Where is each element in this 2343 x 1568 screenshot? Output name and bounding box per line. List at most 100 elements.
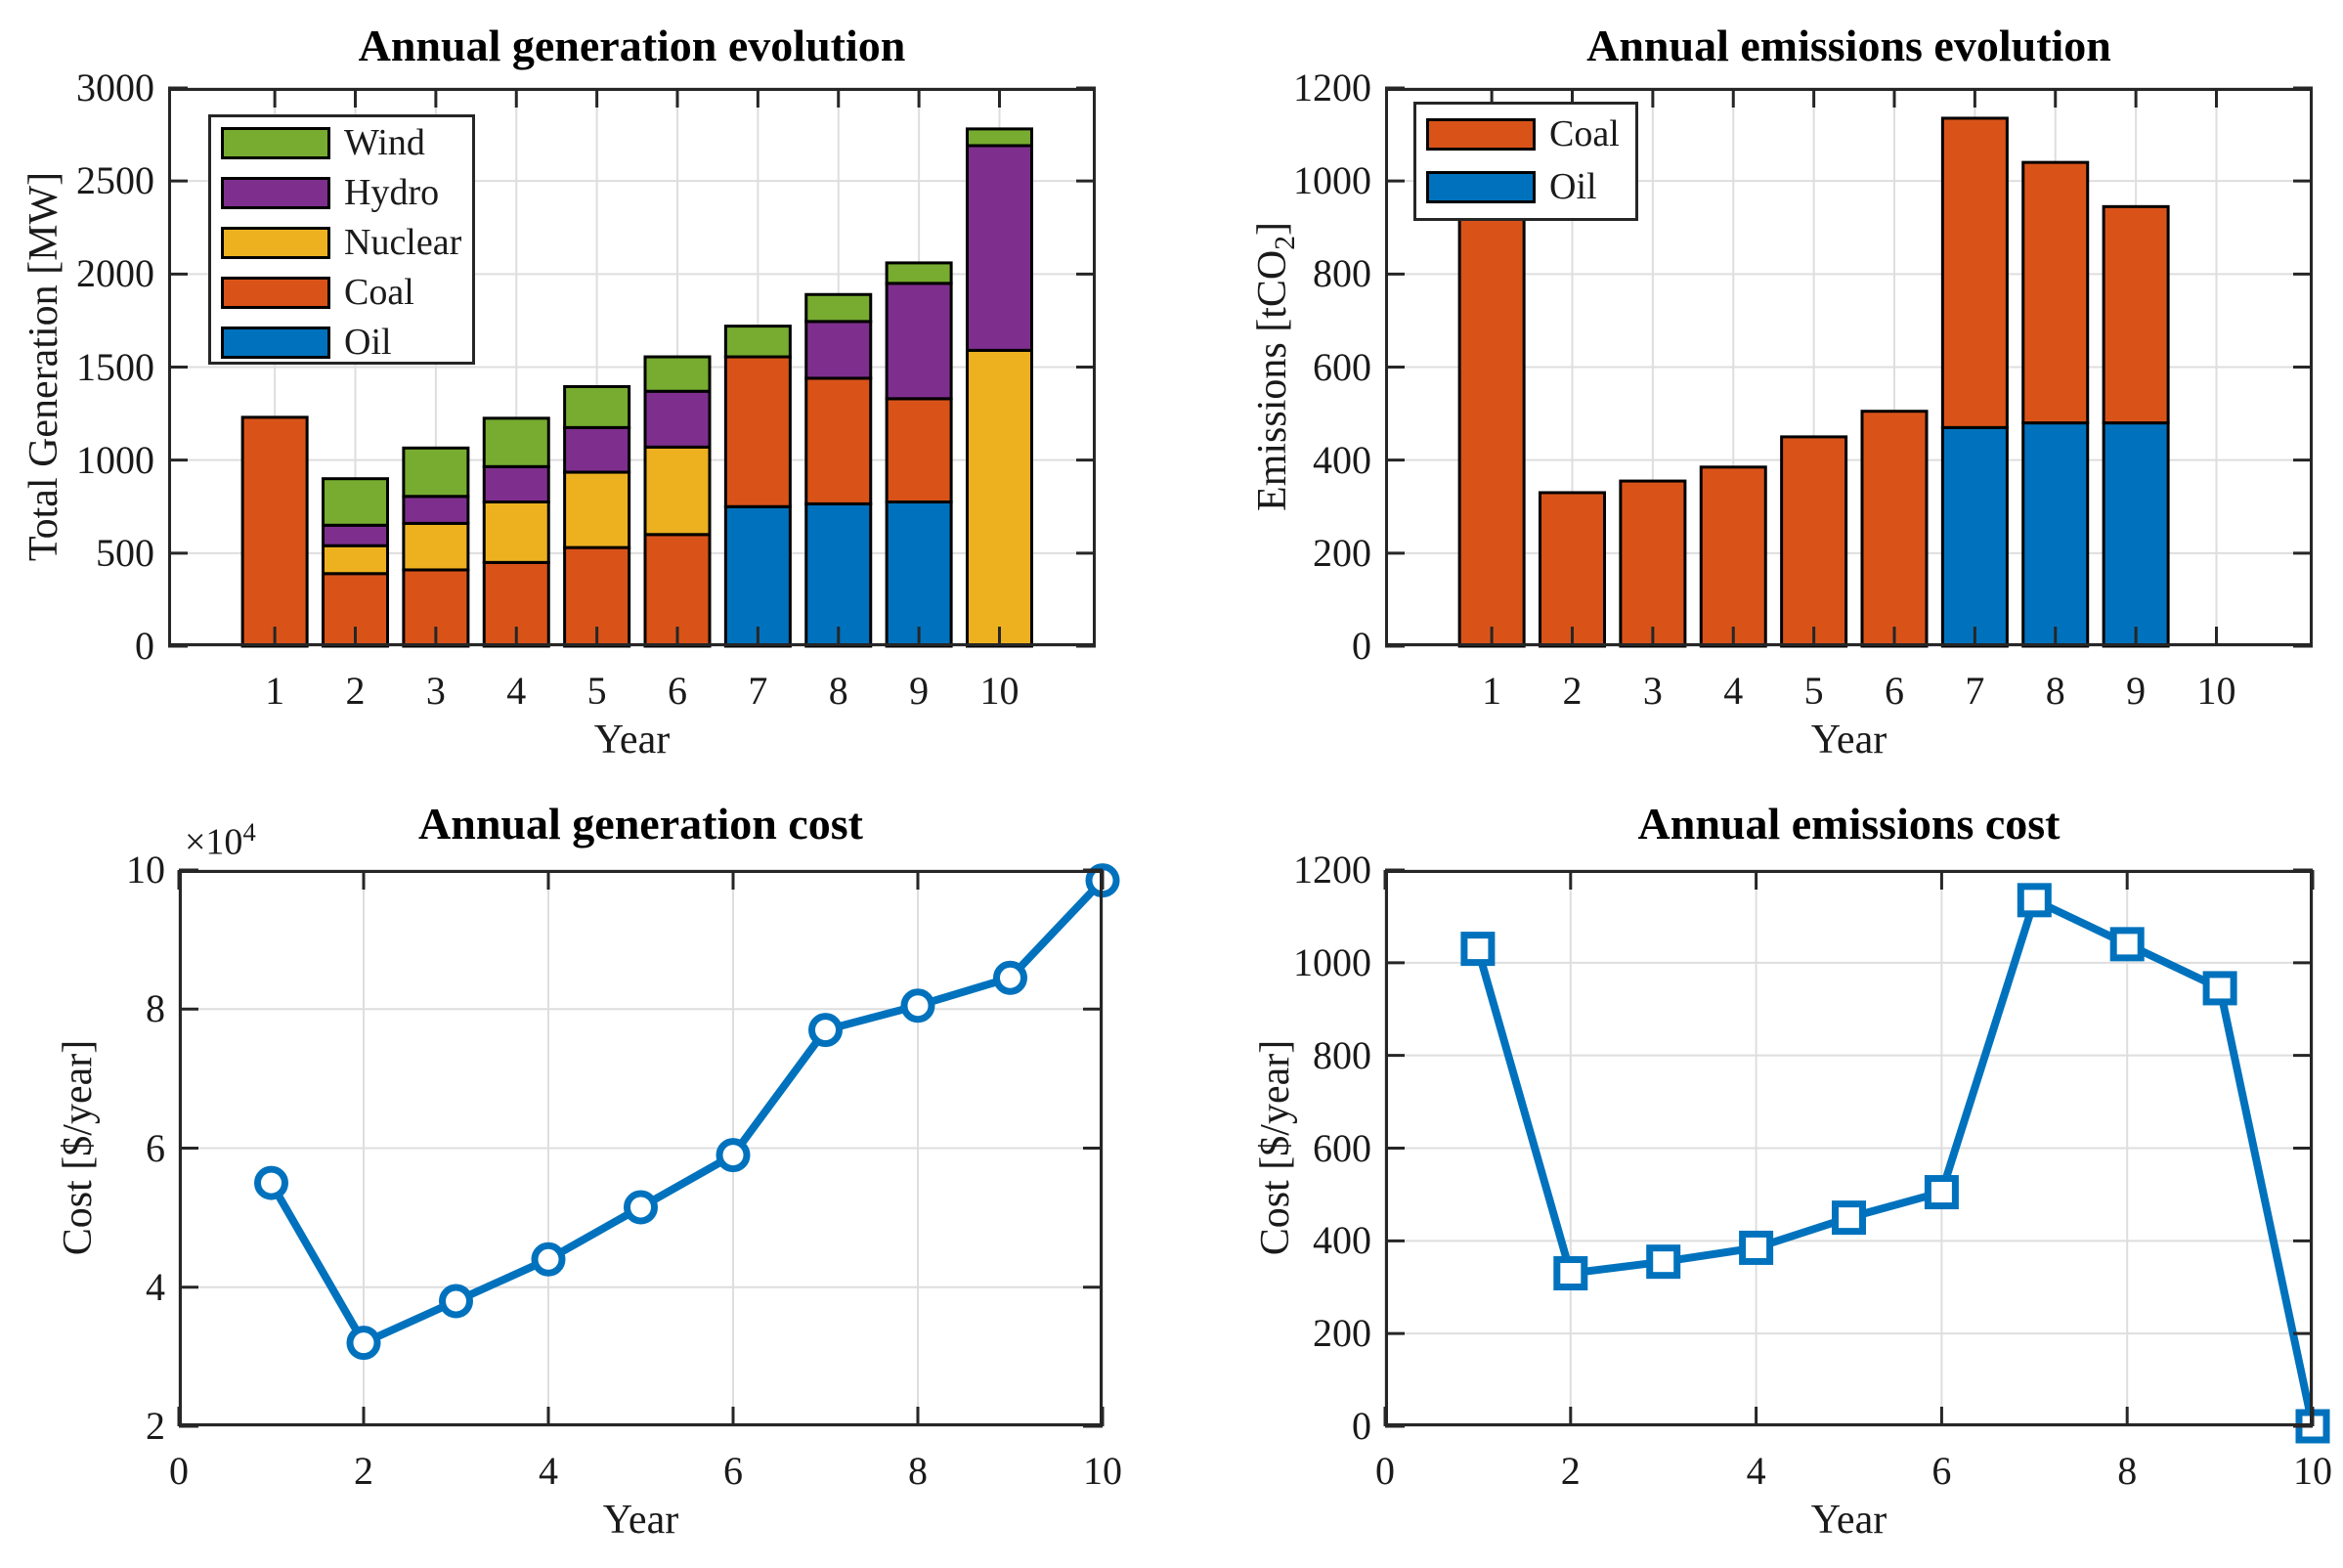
bar-segment-hydro-year-8 — [804, 320, 873, 380]
bar-segment-coal-year-4 — [1699, 465, 1767, 648]
axis-frame — [1385, 870, 2313, 1426]
bar-segment-wind-year-10 — [965, 127, 1033, 148]
x-tick-label: 6 — [1931, 1449, 1952, 1493]
y-tick-label: 600 — [1313, 1125, 1371, 1170]
y-tick-label: 0 — [1352, 1404, 1371, 1448]
bar-segment-coal-year-6 — [643, 533, 712, 648]
data-point-marker-year-7 — [808, 1013, 843, 1048]
x-tick-label: 9 — [2126, 669, 2147, 713]
bar-segment-hydro-year-9 — [885, 282, 953, 401]
bar-segment-coal-year-5 — [1780, 435, 1848, 648]
bar-segment-coal-year-3 — [402, 568, 470, 648]
bar-segment-nuclear-year-2 — [322, 544, 390, 576]
data-point-marker-year-9 — [2202, 971, 2237, 1006]
bar-segment-oil-year-9 — [2102, 421, 2170, 648]
x-tick-label: 8 — [828, 669, 848, 713]
chart-title: Annual emissions cost — [1637, 799, 2061, 849]
legend-swatch-oil — [221, 327, 330, 359]
bar-segment-wind-year-2 — [322, 477, 390, 527]
x-tick-label: 3 — [425, 669, 446, 713]
bar-segment-wind-year-4 — [482, 416, 550, 468]
axis-frame — [1385, 88, 2313, 646]
y-tick-label: 3000 — [76, 65, 154, 109]
legend-entry: Coal — [1416, 113, 1635, 157]
bar-segment-hydro-year-6 — [643, 389, 712, 449]
bar-segment-wind-year-9 — [885, 261, 953, 285]
bar-segment-hydro-year-4 — [482, 464, 550, 503]
x-tick-label: 1 — [1482, 669, 1502, 713]
x-tick-label: 5 — [1803, 669, 1824, 713]
legend-entry: Hydro — [211, 172, 472, 216]
y-tick-label: 4 — [146, 1264, 165, 1309]
x-axis-label: Year — [1810, 718, 1887, 762]
data-point-marker-year-6 — [1924, 1175, 1959, 1210]
chart-plot-area — [177, 863, 1120, 1428]
x-tick-label: 2 — [354, 1449, 373, 1493]
x-axis-label: Year — [593, 718, 671, 762]
x-tick-label: 2 — [1562, 669, 1583, 713]
legend-label: Hydro — [344, 172, 440, 213]
data-point-marker-year-8 — [900, 988, 935, 1024]
bar-segment-hydro-year-3 — [402, 495, 470, 525]
axis-exponent-label: ×104 — [185, 817, 256, 863]
y-tick-label: 500 — [96, 530, 154, 575]
x-tick-label: 4 — [1746, 1449, 1766, 1493]
y-tick-label: 400 — [1313, 1218, 1371, 1263]
bar-segment-wind-year-7 — [723, 325, 792, 359]
y-tick-label: 0 — [135, 624, 154, 668]
legend-swatch-oil — [1426, 171, 1536, 203]
bar-segment-coal-year-2 — [1539, 491, 1607, 648]
x-tick-label: 7 — [1965, 669, 1985, 713]
bar-segment-coal-year-5 — [563, 545, 631, 648]
bar-segment-coal-year-2 — [322, 572, 390, 648]
bar-segment-coal-year-6 — [1860, 410, 1929, 648]
data-point-marker-year-2 — [346, 1326, 381, 1361]
legend-entry: Oil — [1416, 166, 1635, 210]
legend-swatch-wind — [221, 127, 330, 159]
y-axis-label: Emissions [tCO2] — [1249, 222, 1302, 511]
y-tick-label: 1000 — [1293, 939, 1371, 984]
data-point-marker-year-6 — [716, 1138, 751, 1173]
legend-swatch-hydro — [221, 177, 330, 209]
data-point-marker-year-1 — [1460, 932, 1496, 967]
data-point-marker-year-2 — [1553, 1256, 1588, 1291]
data-point-marker-year-10 — [2295, 1409, 2330, 1444]
bar-segment-hydro-year-10 — [965, 144, 1033, 352]
chart-plot-area — [1385, 86, 2313, 648]
data-line — [1473, 895, 2317, 1430]
bar-segment-coal-year-3 — [1619, 479, 1687, 648]
axis-frame — [179, 870, 1103, 1426]
y-tick-label: 2000 — [76, 251, 154, 296]
data-line — [267, 876, 1106, 1347]
bar-segment-coal-year-8 — [2021, 160, 2090, 425]
legend: Wind Hydro Nuclear Coal Oil — [208, 114, 475, 365]
chart-plot-area — [1383, 868, 2330, 1444]
x-tick-label: 2 — [345, 669, 366, 713]
data-point-marker-year-5 — [624, 1190, 658, 1225]
axis-frame — [168, 88, 1096, 646]
y-tick-label: 400 — [1313, 437, 1371, 482]
bar-segment-coal-year-4 — [482, 560, 550, 648]
legend-label: Coal — [1549, 113, 1620, 154]
legend-label: Wind — [344, 122, 425, 163]
bar-segment-coal-year-7 — [723, 355, 792, 508]
x-tick-label: 6 — [668, 669, 687, 713]
legend: Coal Oil — [1413, 102, 1638, 221]
chart-plot-area — [168, 86, 1096, 648]
x-tick-label: 7 — [748, 669, 768, 713]
x-tick-label: 6 — [723, 1449, 743, 1493]
y-tick-label: 1500 — [76, 344, 154, 389]
x-tick-label: 8 — [2117, 1449, 2138, 1493]
data-point-marker-year-4 — [531, 1241, 566, 1277]
legend-entry: Oil — [211, 322, 472, 366]
y-tick-label: 1000 — [76, 437, 154, 482]
x-tick-label: 8 — [2045, 669, 2065, 713]
bar-segment-wind-year-3 — [402, 446, 470, 499]
bar-segment-coal-year-7 — [1940, 116, 2009, 429]
y-tick-label: 1000 — [1293, 158, 1371, 203]
x-tick-label: 4 — [506, 669, 527, 713]
legend-entry: Nuclear — [211, 222, 472, 266]
y-tick-label: 200 — [1313, 530, 1371, 575]
y-tick-label: 2500 — [76, 158, 154, 203]
